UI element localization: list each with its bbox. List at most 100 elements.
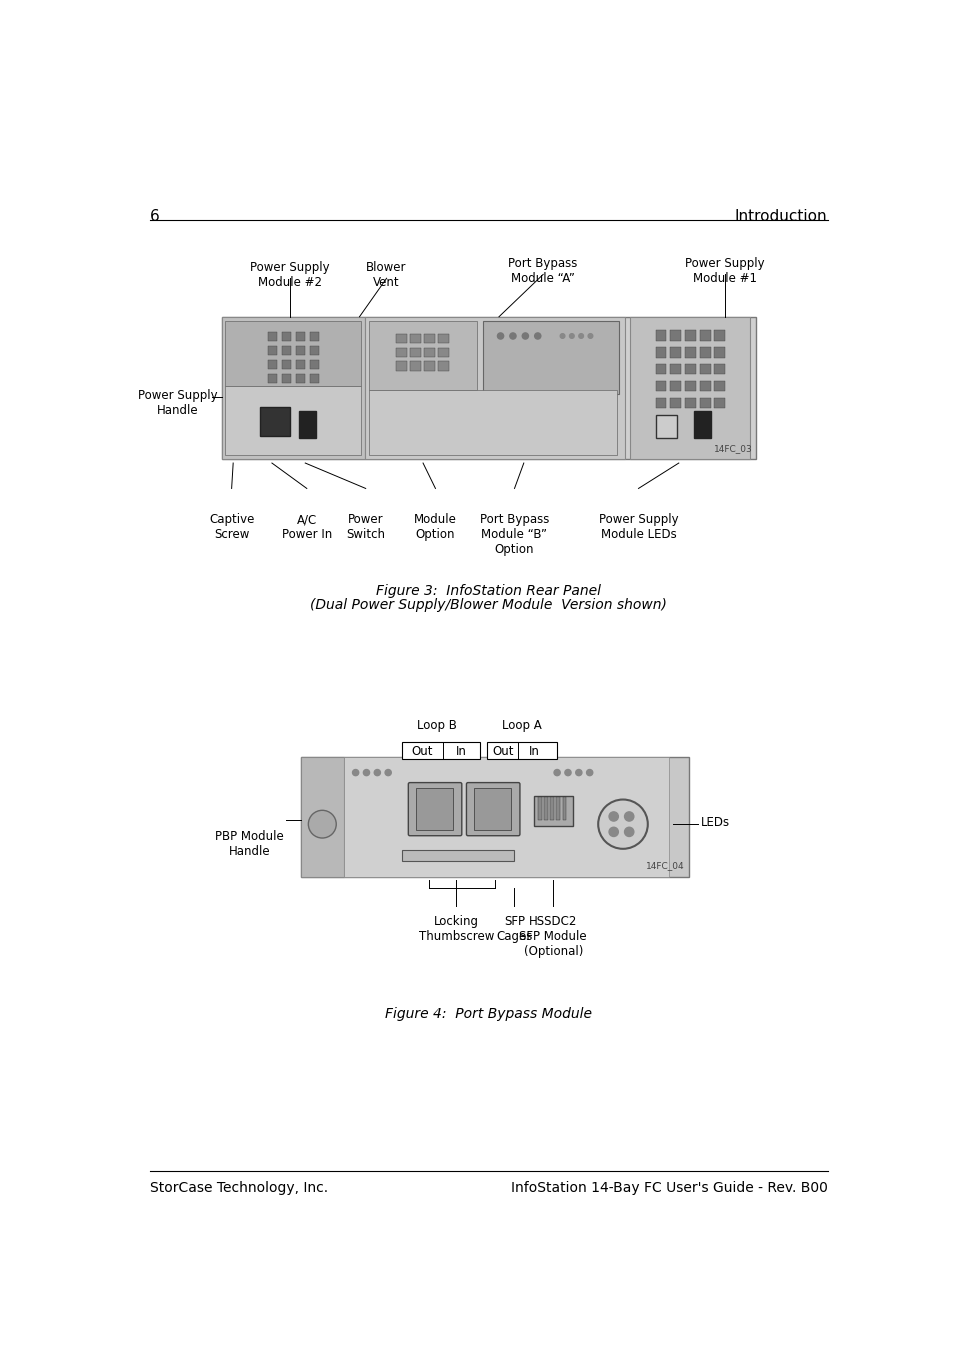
Bar: [655, 415, 677, 438]
Bar: [714, 381, 724, 392]
Text: LEDs: LEDs: [700, 816, 729, 830]
Circle shape: [575, 769, 581, 776]
Bar: [437, 361, 448, 371]
Bar: [225, 386, 360, 456]
Text: Out: Out: [492, 745, 513, 758]
Text: HSSDC2
SFP Module
(Optional): HSSDC2 SFP Module (Optional): [518, 914, 586, 958]
Circle shape: [578, 334, 583, 338]
Circle shape: [598, 799, 647, 849]
Circle shape: [509, 333, 516, 340]
Bar: [282, 346, 291, 355]
Circle shape: [363, 769, 369, 776]
Bar: [369, 320, 476, 390]
Bar: [310, 346, 319, 355]
Text: Loop A: Loop A: [502, 719, 541, 731]
Circle shape: [624, 812, 633, 821]
Bar: [670, 346, 680, 357]
Bar: [699, 364, 710, 375]
FancyBboxPatch shape: [408, 783, 461, 835]
Circle shape: [308, 810, 335, 838]
Text: Blower
Vent: Blower Vent: [366, 260, 406, 289]
Bar: [268, 346, 277, 355]
Bar: [268, 374, 277, 383]
Text: Power Supply
Handle: Power Supply Handle: [137, 389, 217, 418]
Circle shape: [554, 769, 559, 776]
Text: InfoStation 14-Bay FC User's Guide - Rev. B00: InfoStation 14-Bay FC User's Guide - Rev…: [510, 1180, 827, 1195]
Bar: [655, 397, 666, 408]
Bar: [402, 742, 479, 758]
Text: Introduction: Introduction: [734, 209, 827, 225]
FancyBboxPatch shape: [466, 783, 519, 835]
Bar: [221, 316, 365, 459]
Bar: [487, 742, 557, 758]
Text: SFP
Cages: SFP Cages: [496, 914, 532, 943]
Bar: [556, 797, 559, 820]
Bar: [423, 361, 435, 371]
Circle shape: [564, 769, 571, 776]
Bar: [655, 364, 666, 375]
Bar: [684, 381, 695, 392]
Circle shape: [587, 334, 592, 338]
Bar: [474, 789, 511, 831]
Bar: [344, 757, 669, 876]
Bar: [295, 346, 305, 355]
Text: 14FC_03: 14FC_03: [713, 444, 752, 453]
Bar: [282, 374, 291, 383]
Bar: [699, 397, 710, 408]
Bar: [416, 789, 453, 831]
Bar: [410, 361, 420, 371]
Text: Power Supply
Module #2: Power Supply Module #2: [250, 260, 329, 289]
Text: Figure 3:  InfoStation Rear Panel: Figure 3: InfoStation Rear Panel: [376, 585, 600, 598]
Text: (Dual Power Supply/Blower Module  Version shown): (Dual Power Supply/Blower Module Version…: [310, 598, 667, 612]
Bar: [684, 346, 695, 357]
Bar: [282, 333, 291, 341]
Bar: [260, 407, 290, 437]
Text: Port Bypass
Module “B”
Option: Port Bypass Module “B” Option: [479, 513, 549, 556]
Text: Port Bypass
Module “A”: Port Bypass Module “A”: [508, 256, 578, 285]
Text: 6: 6: [150, 209, 160, 225]
Bar: [714, 397, 724, 408]
Bar: [221, 316, 756, 459]
Bar: [562, 797, 566, 820]
Bar: [282, 360, 291, 370]
Bar: [714, 364, 724, 375]
Bar: [268, 333, 277, 341]
Bar: [295, 333, 305, 341]
Bar: [437, 348, 448, 357]
Bar: [684, 397, 695, 408]
Circle shape: [586, 769, 592, 776]
Bar: [699, 381, 710, 392]
Bar: [699, 330, 710, 341]
Bar: [395, 334, 406, 342]
Bar: [714, 346, 724, 357]
Bar: [684, 364, 695, 375]
Bar: [301, 757, 344, 876]
Bar: [684, 330, 695, 341]
Text: 14FC_04: 14FC_04: [646, 861, 684, 871]
Bar: [655, 381, 666, 392]
Text: Power Supply
Module LEDs: Power Supply Module LEDs: [598, 513, 678, 541]
Text: Locking
Thumbscrew: Locking Thumbscrew: [418, 914, 494, 943]
Bar: [268, 360, 277, 370]
Circle shape: [534, 333, 540, 340]
Text: Out: Out: [411, 745, 433, 758]
Circle shape: [624, 827, 633, 836]
Circle shape: [353, 769, 358, 776]
Bar: [310, 333, 319, 341]
Circle shape: [374, 769, 380, 776]
Bar: [655, 330, 666, 341]
Text: A/C
Power In: A/C Power In: [281, 513, 332, 541]
Bar: [395, 361, 406, 371]
Bar: [534, 795, 572, 827]
Text: PBP Module
Handle: PBP Module Handle: [214, 831, 284, 858]
Bar: [402, 850, 514, 861]
Circle shape: [385, 769, 391, 776]
Bar: [310, 374, 319, 383]
Circle shape: [497, 333, 503, 340]
Bar: [369, 390, 617, 456]
Circle shape: [608, 827, 618, 836]
Bar: [301, 757, 688, 876]
Bar: [670, 381, 680, 392]
Text: StorCase Technology, Inc.: StorCase Technology, Inc.: [150, 1180, 328, 1195]
Bar: [395, 348, 406, 357]
